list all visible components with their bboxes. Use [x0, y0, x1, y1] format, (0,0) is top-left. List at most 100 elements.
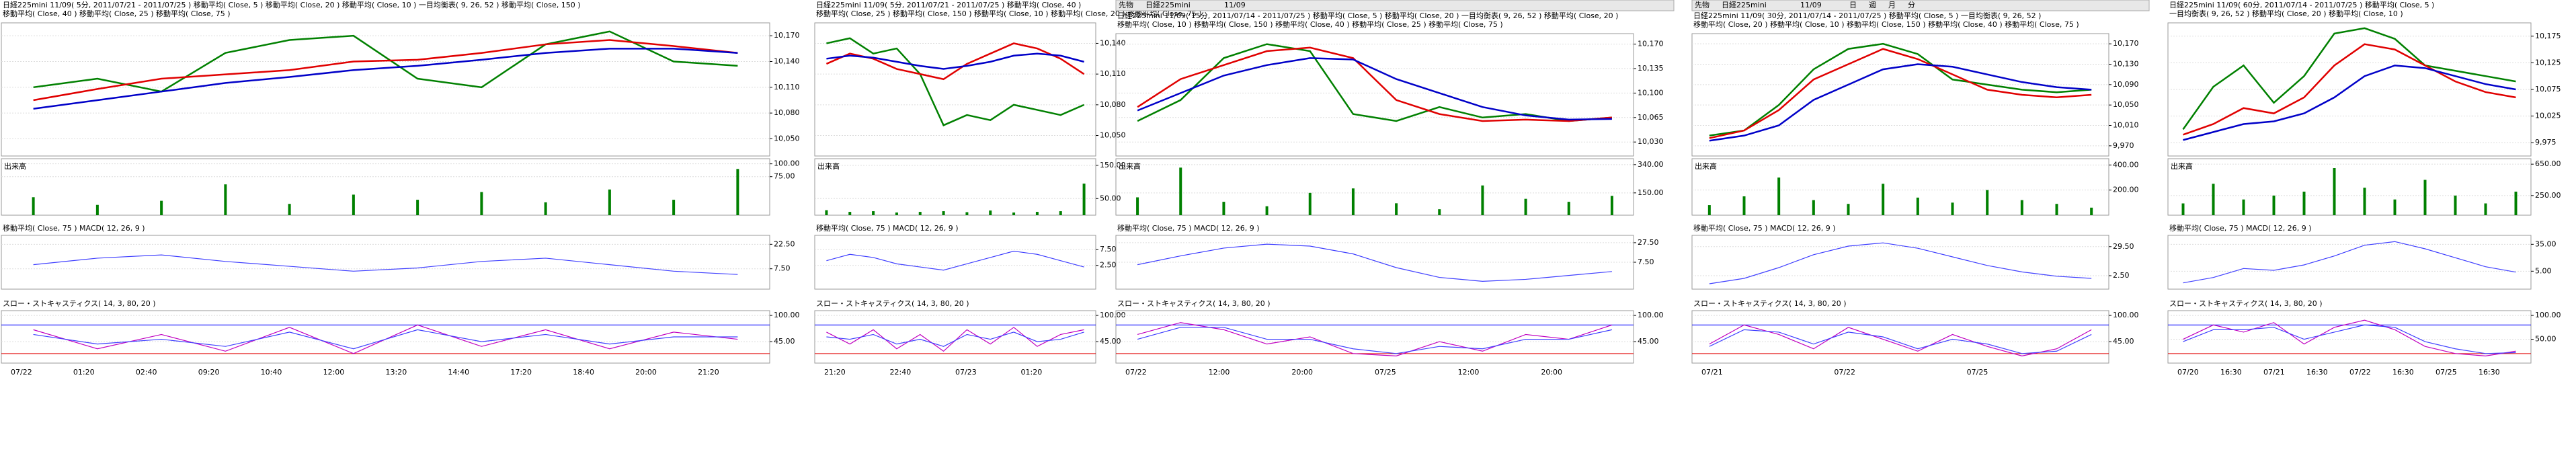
y-tick-label: 9,970 [2113, 141, 2134, 150]
y-tick-label: 100.00 [2535, 311, 2561, 319]
toolbar-item[interactable]: 日 [1849, 1, 1857, 9]
x-tick-label: 14:40 [448, 368, 469, 377]
volume-bar [1308, 192, 1312, 215]
volume-frame [814, 158, 1096, 216]
y-tick-label: 10,080 [774, 108, 800, 117]
y-tick-label: 35.00 [2535, 239, 2557, 248]
y-tick-label: 45.00 [774, 337, 795, 346]
macd-header: 移動平均( Close, 75 ) MACD( 12, 26, 9 ) [1693, 223, 1836, 233]
volume-bar [2302, 192, 2306, 215]
x-tick-label: 12:00 [1458, 368, 1480, 377]
volume-label: 出来高 [817, 161, 840, 171]
volume-bar [1986, 190, 1989, 215]
volume-bar [2454, 195, 2457, 215]
volume-bar [352, 194, 355, 215]
stoch-frame [814, 310, 1096, 364]
chart-header: 移動平均( Close, 40 ) 移動平均( Close, 25 ) 移動平均… [3, 9, 231, 18]
x-tick-label: 16:30 [2306, 368, 2328, 377]
indicator-line [1137, 322, 1613, 356]
macd-header: 移動平均( Close, 75 ) MACD( 12, 26, 9 ) [2169, 223, 2312, 233]
toolbar-item[interactable]: 先物 [1695, 0, 1709, 9]
toolbar-item[interactable]: 11/09 [1800, 1, 1822, 9]
indicator-line [826, 327, 1084, 352]
volume-bar [2212, 184, 2215, 215]
y-tick-label: 9,975 [2535, 138, 2557, 147]
volume-frame [1115, 158, 1634, 216]
y-tick-label: 50.00 [1100, 194, 1121, 202]
volume-bar [1742, 196, 1746, 215]
chart-header: 日経225mini 11/09( 15分, 2011/07/14 - 2011/… [1117, 11, 1618, 20]
volume-bar [1012, 212, 1016, 215]
y-tick-label: 650.00 [2535, 159, 2561, 168]
toolbar-item[interactable]: 日経225mini [1145, 1, 1191, 9]
volume-bar [1222, 202, 1225, 215]
x-tick-label: 07/21 [2263, 368, 2285, 377]
y-tick-label: 50.00 [2535, 335, 2557, 344]
stoch-frame [1691, 310, 2109, 364]
toolbar-item[interactable]: 先物 [1119, 0, 1133, 9]
x-tick-label: 21:20 [698, 368, 719, 377]
y-tick-label: 150.00 [1638, 188, 1664, 197]
x-tick-label: 10:40 [261, 368, 282, 377]
indicator-line [826, 52, 1084, 70]
volume-bar [224, 184, 227, 215]
indicator-line [2183, 43, 2516, 136]
indicator-line [1709, 63, 2092, 142]
x-tick-label: 07/25 [1967, 368, 1988, 377]
volume-bar [1351, 188, 1355, 215]
toolbar-item[interactable]: 日経225mini [1722, 1, 1767, 9]
indicator-line [2183, 65, 2516, 141]
toolbar-item[interactable]: 月 [1888, 1, 1896, 9]
volume-bar [2272, 195, 2276, 215]
y-tick-label: 200.00 [2113, 186, 2139, 194]
x-tick-label: 07/25 [2436, 368, 2457, 377]
indicator-line [1709, 329, 2092, 354]
x-tick-label: 16:30 [2220, 368, 2242, 377]
price-frame [1, 22, 770, 157]
volume-bar [95, 204, 99, 215]
indicator-line [33, 254, 738, 275]
x-tick-label: 02:40 [136, 368, 157, 377]
x-tick-label: 07/25 [1375, 368, 1396, 377]
y-tick-label: 10,050 [1100, 131, 1126, 140]
volume-bar [1438, 209, 1441, 215]
x-tick-label: 20:00 [635, 368, 657, 377]
y-tick-label: 7.50 [1638, 258, 1654, 266]
chart-header: 移動平均( Close, 10 ) 移動平均( Close, 150 ) 移動平… [1117, 20, 1503, 29]
indicator-line [2183, 324, 2516, 354]
indicator-line [1137, 46, 1613, 122]
toolbar-item[interactable]: 11/09 [1224, 1, 1246, 9]
y-tick-label: 10,030 [1638, 137, 1664, 146]
y-tick-label: 150.00 [1100, 161, 1126, 169]
y-tick-label: 100.00 [2113, 311, 2139, 319]
y-tick-label: 5.00 [2535, 266, 2552, 275]
stoch-frame [1115, 310, 1634, 364]
stoch-frame [2167, 310, 2532, 364]
toolbar-item[interactable]: 分 [1908, 1, 1915, 9]
indicator-line [1137, 327, 1613, 354]
chart-header: 移動平均( Close, 25 ) 移動平均( Close, 150 ) 移動平… [816, 9, 1202, 18]
volume-bar [672, 200, 676, 215]
x-tick-label: 07/22 [11, 368, 32, 377]
volume-bar [2333, 168, 2336, 215]
volume-label: 出来高 [4, 161, 26, 171]
stoch-header: スロー・ストキャスティクス( 14, 3, 80, 20 ) [1117, 299, 1271, 308]
toolbar-item[interactable]: 週 [1869, 1, 1876, 9]
volume-bar [1847, 204, 1850, 215]
volume-bar [1059, 211, 1062, 215]
volume-bar [608, 189, 611, 215]
x-tick-label: 12:00 [323, 368, 345, 377]
volume-bar [2181, 203, 2185, 215]
y-tick-label: 10,125 [2535, 58, 2561, 67]
volume-bar [1882, 184, 1885, 215]
y-tick-label: 2.50 [2113, 271, 2130, 280]
stoch-header: スロー・ストキャスティクス( 14, 3, 80, 20 ) [1693, 299, 1847, 308]
y-tick-label: 22.50 [774, 239, 795, 248]
indicator-line [33, 329, 738, 350]
x-tick-label: 07/23 [955, 368, 977, 377]
volume-bar [825, 210, 828, 215]
x-tick-label: 21:20 [824, 368, 846, 377]
chart-header: 一目均衡表( 9, 26, 52 ) 移動平均( Close, 20 ) 移動平… [2169, 9, 2403, 18]
x-tick-label: 07/22 [1125, 368, 1147, 377]
